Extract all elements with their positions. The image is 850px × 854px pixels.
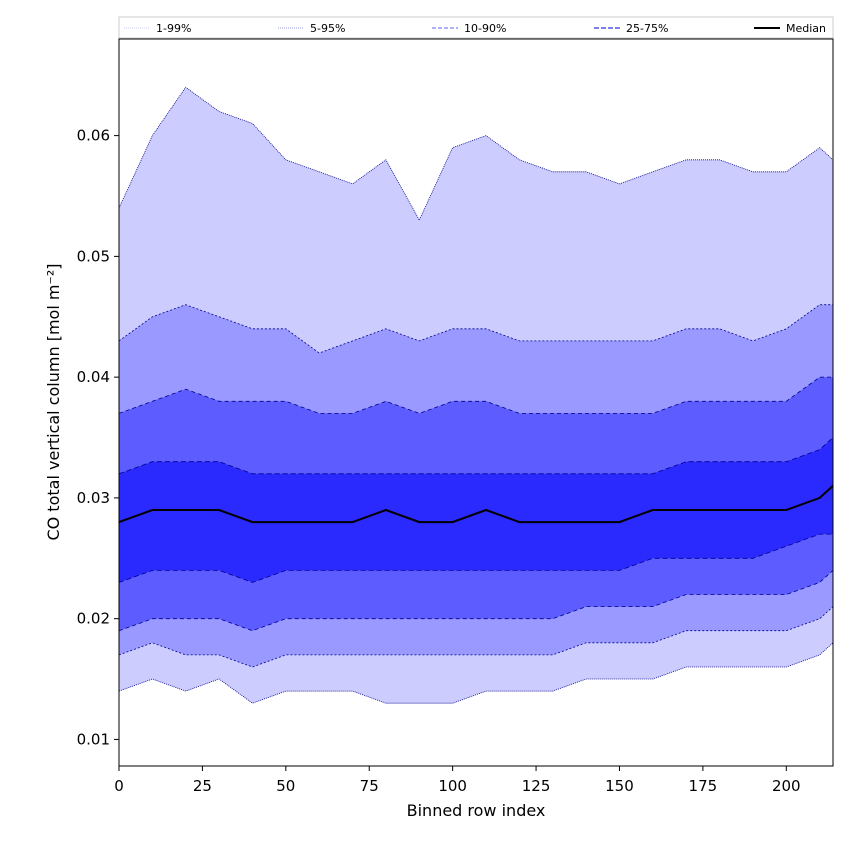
- y-tick-label: 0.01: [77, 730, 110, 748]
- y-tick-label: 0.04: [77, 368, 110, 386]
- legend-label: 25-75%: [626, 22, 668, 35]
- plot-frame: [118, 38, 834, 767]
- x-tick-label: 125: [522, 777, 551, 795]
- x-tick-label: 175: [689, 777, 718, 795]
- band-25-75%-lower-line: [118, 533, 833, 583]
- x-tick-label: 50: [276, 777, 295, 795]
- band-25-75%-upper-line: [118, 437, 834, 475]
- band-1-99%-upper-line: [118, 86, 834, 221]
- x-tick-label: 0: [114, 777, 124, 795]
- y-tick-label: 0.06: [77, 127, 110, 145]
- bands-layer: [119, 87, 833, 704]
- y-tick-label: 0.02: [77, 610, 110, 628]
- legend-label: Median: [786, 22, 826, 35]
- x-axis-label: Binned row index: [407, 801, 546, 820]
- y-tick-label: 0.03: [77, 489, 110, 507]
- lines-layer: [118, 86, 834, 704]
- x-tick-label: 75: [360, 777, 379, 795]
- x-tick-label: 150: [605, 777, 634, 795]
- legend-label: 1-99%: [156, 22, 191, 35]
- x-tick-label: 100: [438, 777, 467, 795]
- y-axis: 0.01 0.02 0.03 0.04 0.05 0.06: [77, 127, 119, 748]
- x-tick-label: 25: [193, 777, 212, 795]
- band-10-90%-lower-line: [118, 570, 834, 632]
- legend: 1-99% 5-95% 10-90% 25-75% Median: [118, 16, 834, 39]
- band-5-95%-lower-line: [118, 606, 834, 668]
- legend-frame: [118, 16, 834, 39]
- legend-label: 10-90%: [464, 22, 506, 35]
- x-axis: 0 25 50 75 100 125 150 175 200: [114, 766, 801, 795]
- legend-label: 5-95%: [310, 22, 345, 35]
- y-tick-label: 0.05: [77, 247, 110, 265]
- median-line: [118, 485, 834, 524]
- band-10-90%-upper-line: [118, 376, 833, 414]
- band-1-99%-lower-line: [118, 642, 834, 704]
- y-axis-label: CO total vertical column [mol m⁻²]: [44, 263, 63, 540]
- x-tick-label: 200: [772, 777, 801, 795]
- band-25-75%: [119, 437, 833, 583]
- band-5-95%-upper-line: [118, 304, 833, 354]
